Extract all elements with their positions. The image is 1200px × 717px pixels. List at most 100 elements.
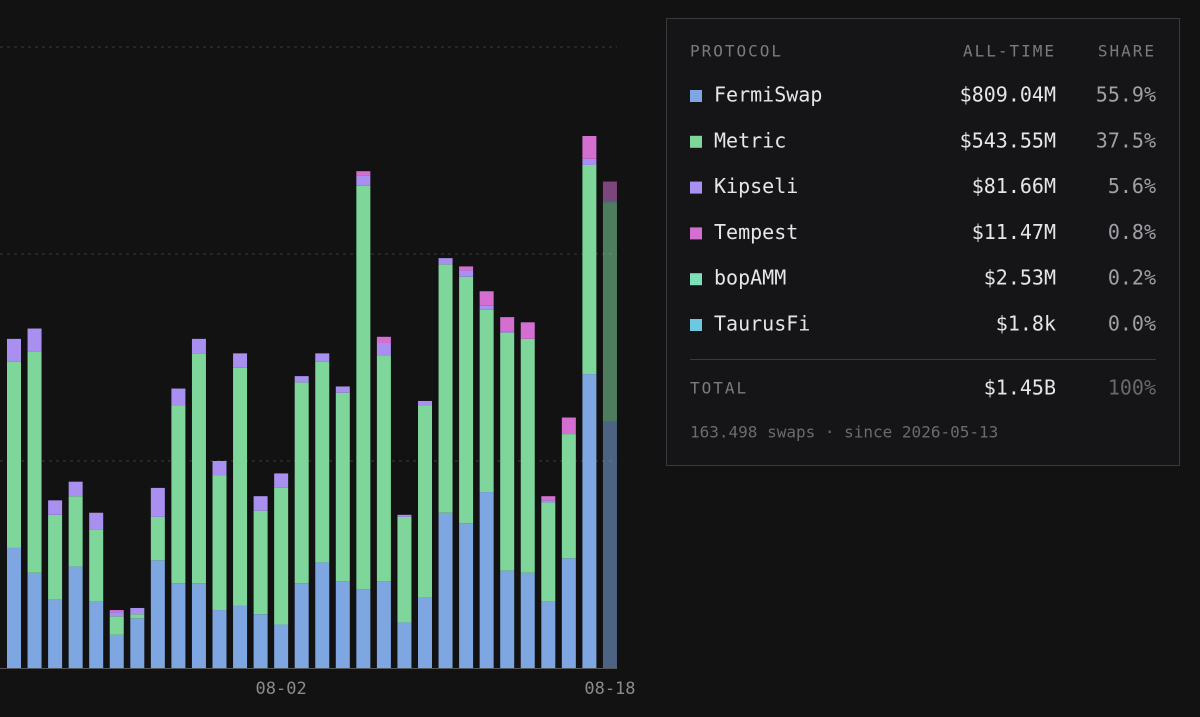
total-all-time: $1.45B [984,376,1056,400]
bar-segment [561,558,576,668]
bar-segment [48,514,63,600]
bar-segment [171,388,186,406]
protocol-name: Tempest [714,220,798,244]
legend-swatch [690,90,702,102]
bar-segment [315,353,330,362]
bar-segment [212,610,227,668]
bar-segment [48,599,63,668]
protocol-name: FermiSwap [714,83,822,107]
all-time-value: $809.04M [960,83,1056,107]
bar-segment [356,589,371,668]
bar-segment [541,601,556,668]
bar-segment [253,496,268,511]
bar-segment [418,597,432,668]
total-share: 100% [1108,376,1156,400]
bar-segment [150,516,165,561]
bar-segment [602,421,617,668]
bar-segment [520,572,535,668]
bar-segment [233,367,248,606]
bar-segment [582,136,597,159]
bar-segment [109,616,124,635]
bar-segment [438,512,453,668]
bar-segment [335,581,350,668]
footer: 163.498 swaps · since 2026-05-13 [690,423,998,442]
bar-segment [459,266,474,271]
bar-segment [150,560,165,668]
bar-segment [438,264,453,513]
bar-segment [274,487,289,625]
bar-segment [520,338,535,573]
bar-segment [418,400,432,406]
bar-segment [130,607,145,615]
bar-segment [68,481,83,497]
header-share: SHARE [1098,42,1156,61]
bar-segment [7,338,21,362]
bar-segment [130,614,145,619]
bar-segment [356,175,371,186]
bar-segment [294,376,309,383]
legend-swatch [690,273,702,286]
total-label: TOTAL [690,379,748,398]
bar-segment [397,514,412,517]
bar-segment [582,164,597,375]
bar-segment [274,473,289,488]
x-tick-label: 08-18 [584,679,635,699]
bar-segment [212,475,227,611]
share-value: 0.2% [1108,266,1156,290]
bar-segment [171,583,186,668]
bar-segment [520,322,535,339]
all-time-value: $1.8k [996,312,1056,336]
bar-segment [130,618,145,668]
bar-segment [191,583,206,668]
bar-segment [541,496,556,501]
bar-segment [561,434,576,559]
bar-segment [397,622,412,668]
bar-segment [27,351,42,573]
bar-segment [479,291,494,306]
protocol-name: Kipseli [714,174,798,198]
bar-segment [541,502,556,602]
legend-swatch [690,227,702,240]
bar-segment [253,614,268,668]
bar-segment [376,336,391,344]
protocol-name: TaurusFi [714,312,810,336]
share-value: 55.9% [1096,83,1156,107]
bar-segment [356,171,371,176]
bar-segment [582,158,597,165]
bar-segment [191,338,206,354]
legend-swatch [690,135,702,148]
bar-segment [418,405,432,598]
bar-segment [335,392,350,582]
bar-segment [27,328,42,352]
legend-panel [666,18,1180,466]
bar-segment [150,487,165,517]
protocol-name: bopAMM [714,266,786,290]
protocol-name: Metric [714,128,786,152]
bar-segment [479,305,494,310]
bar-segment [459,276,474,524]
bar-segment [602,202,617,422]
bar-segment [500,317,515,332]
bar-segment [89,512,104,530]
bar-segment [500,570,515,668]
bar-segment [253,510,268,615]
bar-segment [335,386,350,393]
bar-segment [7,361,21,548]
bar-segment [233,605,248,668]
bar-segment [479,309,494,493]
bar-segment [376,355,391,582]
bar-segment [500,332,515,571]
legend-swatch [690,319,702,331]
bar-segment [500,331,515,333]
bar-segment [89,529,104,602]
all-time-value: $81.66M [972,174,1056,198]
bar-segment [397,516,412,623]
all-time-value: $2.53M [984,266,1056,290]
all-time-value: $11.47M [972,220,1056,244]
bar-segment [109,610,124,613]
share-value: 0.8% [1108,220,1156,244]
share-value: 0.0% [1108,312,1156,336]
bar-segment [315,361,330,563]
x-tick-label: 08-02 [256,679,307,699]
bar-segment [582,374,597,668]
